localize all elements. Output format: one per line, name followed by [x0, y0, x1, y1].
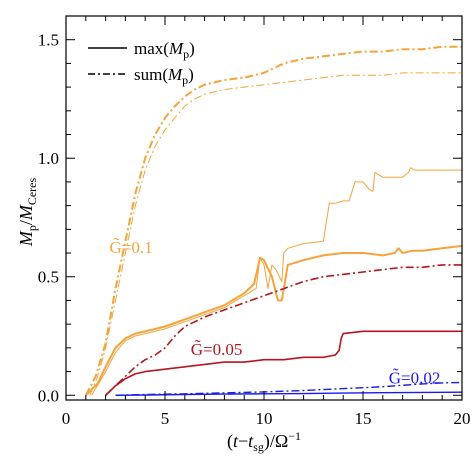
x-axis-title: (t−tsg)/Ω−1 [227, 429, 301, 454]
series-line-002-sum-single [115, 381, 463, 396]
series-line-01-max-thin [91, 167, 462, 396]
annotation-label: G̃=0.02 [389, 368, 441, 387]
y-tick-labels: 0.0 0.5 1.0 1.5 [38, 31, 59, 406]
annotation-label: G̃=0.1 [110, 238, 153, 257]
x-tick-label: 5 [161, 409, 170, 428]
data-series-group [84, 45, 463, 397]
y-tick-label: 0.5 [38, 268, 59, 287]
series-line-01-sum-thin [89, 72, 462, 396]
x-tick-label: 10 [256, 409, 273, 428]
y-tick-label: 0.0 [38, 386, 59, 405]
series-line-01-sum-thick [84, 45, 462, 396]
axis-ticks [65, 16, 463, 400]
x-tick-label: 15 [355, 409, 372, 428]
y-tick-label: 1.0 [38, 149, 59, 168]
legend-label-max: max(Mp) [134, 39, 195, 61]
y-axis-title: Mp/MCeres [16, 178, 39, 248]
x-tick-label: 20 [454, 409, 471, 428]
series-line-005-max-single [105, 330, 462, 396]
legend: max(Mp) sum(Mp) [88, 39, 195, 87]
annotations: G̃=0.1 G̃=0.05 G̃=0.02 [110, 238, 441, 387]
x-tick-labels: 0 5 10 15 20 [62, 409, 471, 428]
y-tick-label: 1.5 [38, 31, 59, 50]
series-line-005-sum-single [105, 264, 462, 396]
series-line-01-max-thick [85, 244, 463, 397]
legend-label-sum: sum(Mp) [134, 65, 194, 87]
annotation-label: G̃=0.05 [191, 340, 243, 359]
x-tick-label: 0 [62, 409, 71, 428]
